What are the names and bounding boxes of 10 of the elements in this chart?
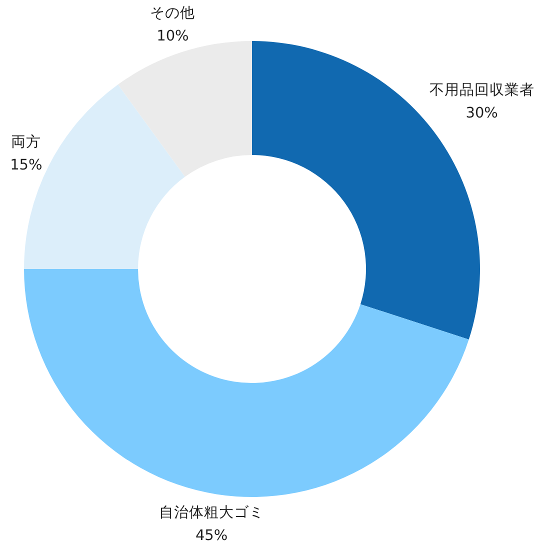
data-label: 30%: [466, 106, 498, 122]
slice-label: 自治体粗大ゴミ: [159, 504, 264, 521]
data-label: 15%: [10, 157, 42, 174]
slice-label: 不用品回収業者: [429, 82, 534, 99]
slice-label: その他: [150, 4, 196, 22]
donut-slice: [24, 269, 469, 497]
slice-label: 両方: [11, 133, 42, 150]
donut-slice: [118, 41, 252, 177]
data-label: 45%: [195, 528, 228, 544]
data-label: 10%: [156, 28, 189, 45]
